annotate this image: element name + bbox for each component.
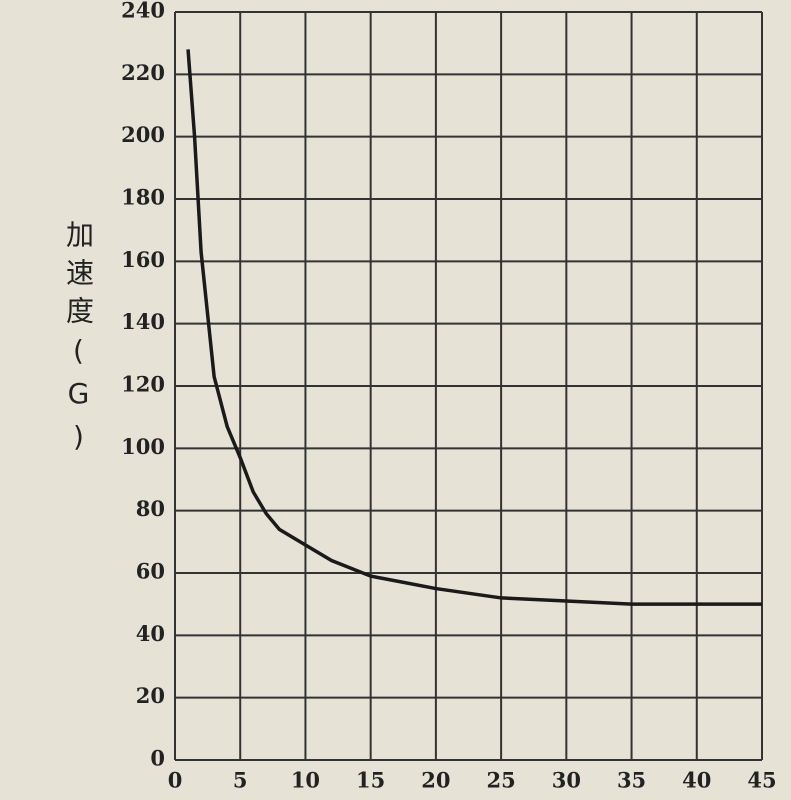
line bbox=[186, 49, 762, 606]
x-tick-label: 30 bbox=[552, 768, 581, 793]
y-tick-label: 240 bbox=[121, 0, 165, 23]
x-tick-label: 40 bbox=[682, 768, 711, 793]
y-tick-label: 160 bbox=[121, 247, 165, 272]
x-tick-label: 45 bbox=[747, 768, 776, 793]
y-tick-label: 40 bbox=[136, 621, 165, 646]
y-tick-label: 80 bbox=[136, 496, 165, 521]
y-tick-label: 200 bbox=[121, 122, 165, 147]
x-tick-label: 10 bbox=[291, 768, 320, 793]
y-tick-label: 140 bbox=[121, 309, 165, 334]
y-tick-label: 120 bbox=[121, 372, 165, 397]
x-tick-label: 25 bbox=[486, 768, 515, 793]
y-tick-label: 100 bbox=[121, 434, 165, 459]
y-tick-label: 0 bbox=[150, 746, 165, 771]
x-tick-label: 20 bbox=[421, 768, 450, 793]
y-tick-label: 20 bbox=[136, 683, 165, 708]
x-tick-label: 15 bbox=[356, 768, 385, 793]
y-axis-label: 加速度(G) bbox=[62, 220, 95, 463]
x-tick-label: 35 bbox=[617, 768, 646, 793]
x-tick-label: 0 bbox=[168, 768, 183, 793]
y-tick-label: 220 bbox=[121, 60, 165, 85]
y-tick-label: 60 bbox=[136, 559, 165, 584]
y-tick-label: 180 bbox=[121, 185, 165, 210]
x-tick-label: 5 bbox=[233, 768, 248, 793]
